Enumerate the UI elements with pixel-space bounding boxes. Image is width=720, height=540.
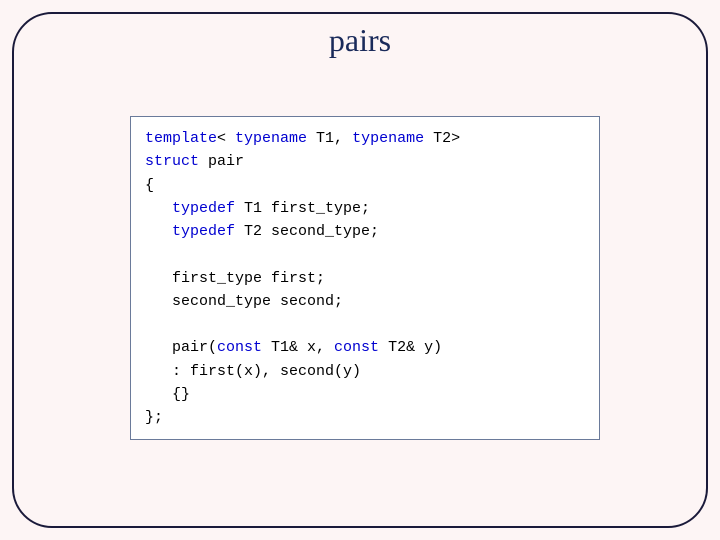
code-box: template< typename T1, typename T2> stru…: [130, 116, 600, 440]
slide-container: pairs template< typename T1, typename T2…: [0, 0, 720, 540]
code-content: template< typename T1, typename T2> stru…: [145, 127, 585, 429]
